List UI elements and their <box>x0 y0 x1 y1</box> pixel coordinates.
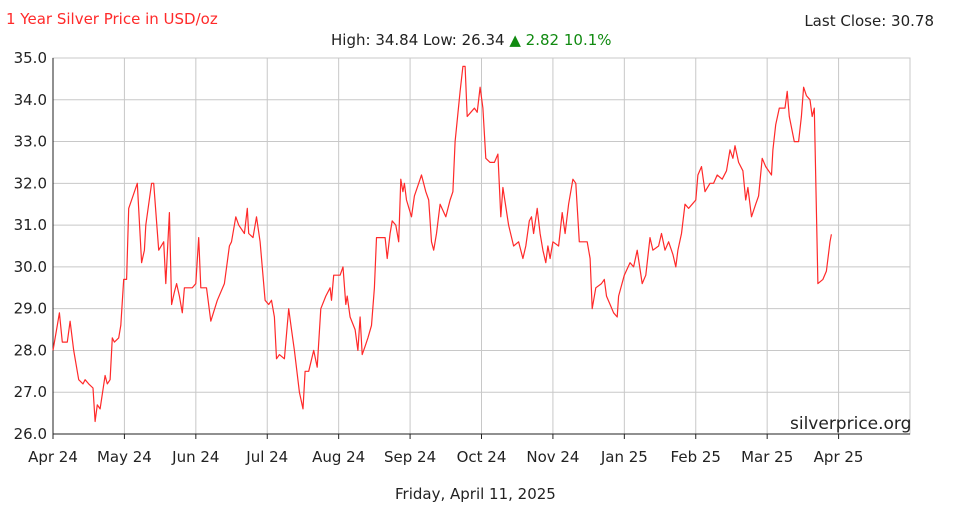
low-value: 26.34 <box>461 31 505 49</box>
x-tick-label: Feb 25 <box>671 448 721 466</box>
grid-layer <box>52 57 911 435</box>
y-tick-label: 33.0 <box>14 133 47 151</box>
y-tick-label: 27.0 <box>14 383 47 401</box>
x-tick-label: Sep 24 <box>384 448 436 466</box>
y-tick-label: 34.0 <box>14 91 47 109</box>
y-tick-label: 26.0 <box>14 425 47 443</box>
x-tick-label: Apr 24 <box>28 448 78 466</box>
series-layer <box>52 65 832 423</box>
x-tick-label: May 24 <box>97 448 152 466</box>
y-tick-label: 32.0 <box>14 174 47 192</box>
last-close: Last Close: 30.78 <box>804 12 934 30</box>
y-tick-label: 35.0 <box>14 49 47 67</box>
x-tick-label: Jan 25 <box>600 448 648 466</box>
x-tick-label: Nov 24 <box>526 448 579 466</box>
watermark: silverprice.org <box>790 414 912 434</box>
axis-layer: 26.0 27.0 28.0 29.0 30.0 31.0 32.0 33.0 34.0 35.0… <box>14 49 910 466</box>
x-tick-label: Jul 24 <box>245 448 288 466</box>
y-tick-label: 31.0 <box>14 216 47 234</box>
y-tick-label: 29.0 <box>14 300 47 318</box>
x-tick-label: Oct 24 <box>457 448 507 466</box>
last-close-label: Last Close: <box>804 12 887 30</box>
change-percent: 10.1% <box>563 31 612 49</box>
x-tick-label: Mar 25 <box>741 448 793 466</box>
low-label: Low: <box>423 31 457 49</box>
y-tick-label: 28.0 <box>14 341 47 359</box>
high-label: High: <box>331 31 371 49</box>
x-tick-label: Jun 24 <box>171 448 219 466</box>
x-tick-label: Apr 25 <box>814 448 864 466</box>
high-value: 34.84 <box>375 31 419 49</box>
change-value: 2.82 <box>525 31 560 49</box>
y-tick-label: 30.0 <box>14 258 47 276</box>
up-arrow-icon: ▲ <box>509 31 521 49</box>
last-close-value: 30.78 <box>891 12 934 30</box>
chart-title: 1 Year Silver Price in USD/oz <box>6 10 218 28</box>
price-stats: High: 34.84 Low: 26.34 ▲ 2.82 10.1% <box>331 31 612 49</box>
price-line <box>52 65 832 423</box>
x-tick-label: Aug 24 <box>312 448 365 466</box>
footer-date: Friday, April 11, 2025 <box>395 485 556 503</box>
